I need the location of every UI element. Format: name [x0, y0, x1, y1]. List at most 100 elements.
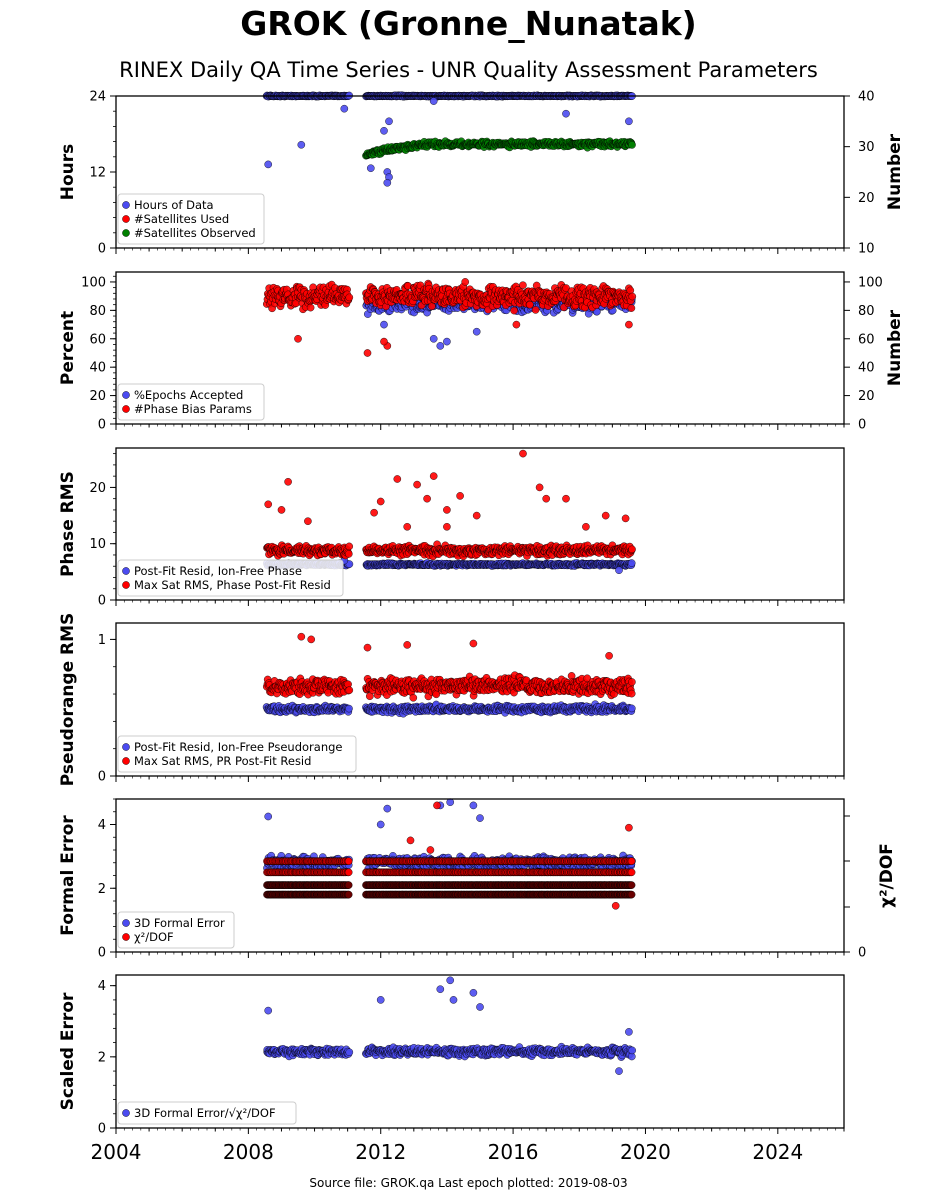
data-point-outlier	[277, 506, 286, 514]
data-point	[461, 278, 470, 286]
data-point-outlier	[380, 127, 388, 135]
data-point-outlier	[413, 480, 421, 489]
data-point	[306, 303, 315, 312]
data-point-outlier	[393, 475, 402, 483]
data-point	[628, 545, 636, 554]
data-point	[345, 293, 354, 302]
data-point-outlier	[376, 497, 385, 506]
data-point	[345, 542, 354, 551]
y-right-tick-label: 40	[858, 361, 875, 376]
legend: %Epochs Accepted#Phase Bias Params	[117, 383, 265, 421]
y-tick-label: 80	[89, 304, 106, 319]
data-point-outlier	[601, 511, 610, 520]
y-tick-label: 20	[89, 389, 106, 404]
data-point-outlier	[429, 97, 438, 105]
legend-marker	[122, 229, 130, 237]
y-right-tick-label: 100	[858, 275, 883, 290]
data-point-outlier	[380, 320, 388, 329]
data-point-outlier	[562, 494, 570, 503]
data-point	[627, 559, 636, 567]
chart-title: GROK (Gronne_Nunatak)	[240, 4, 697, 43]
data-point-outlier	[436, 342, 445, 350]
data-point	[519, 281, 527, 290]
data-point-outlier	[512, 320, 521, 329]
series-max-sat-rms-phase-post-fit-resid	[263, 449, 636, 561]
series-max-sat-rms-pr-post-fit-resid	[262, 632, 636, 702]
y-tick-label: 10	[89, 537, 106, 552]
data-point	[526, 300, 534, 309]
legend-label: %Epochs Accepted	[134, 388, 243, 402]
series-hours-of-data	[262, 91, 636, 187]
data-point-outlier	[429, 334, 438, 343]
series--satellites-observed	[362, 137, 636, 160]
data-point-outlier	[582, 523, 590, 531]
data-point-outlier	[363, 349, 372, 357]
data-point	[531, 306, 540, 314]
chart-subtitle: RINEX Daily QA Time Series - UNR Quality…	[119, 58, 818, 82]
data-point	[628, 292, 637, 301]
y-axis-label: Percent	[58, 311, 78, 385]
data-point-outlier	[625, 320, 633, 329]
y-tick-label: 20	[89, 481, 106, 496]
y-tick-label: 24	[89, 90, 106, 105]
data-point-outlier	[562, 109, 570, 118]
y-tick-label: 12	[89, 166, 106, 181]
legend-label: #Satellites Used	[134, 212, 229, 226]
data-point-outlier	[403, 523, 412, 531]
data-point-outlier	[456, 492, 464, 500]
y-axis-label: Hours	[58, 144, 78, 201]
series--phase-bias-params	[262, 278, 637, 357]
y-right-tick-label: 80	[858, 304, 875, 319]
data-point-outlier	[429, 472, 438, 480]
y-axis-label-right: Number	[885, 133, 905, 210]
data-point-outlier	[366, 164, 375, 172]
data-point-outlier	[542, 494, 551, 503]
data-point-outlier	[380, 337, 388, 346]
legend-marker	[122, 391, 130, 399]
data-point	[628, 141, 636, 149]
legend-marker	[122, 215, 130, 223]
data-point-outlier	[621, 514, 630, 523]
data-point	[409, 694, 418, 702]
y-axis-label: Phase RMS	[58, 471, 78, 577]
data-point-outlier	[443, 506, 451, 514]
data-point	[510, 306, 518, 315]
data-point-outlier	[443, 337, 451, 346]
legend-marker	[122, 405, 130, 413]
y-tick-label: 0	[98, 242, 106, 257]
legend-label: #Satellites Observed	[134, 226, 256, 240]
legend-label: Hours of Data	[134, 198, 214, 212]
data-point-outlier	[625, 117, 633, 126]
data-point	[344, 550, 353, 558]
y-right-tick-label: 10	[858, 242, 875, 257]
data-point-outlier	[423, 494, 431, 503]
y-right-tick-label: 20	[858, 191, 875, 206]
legend-marker	[122, 201, 130, 209]
data-point-outlier	[383, 178, 392, 187]
legend-marker	[122, 567, 130, 575]
legend: Hours of Data#Satellites Used#Satellites…	[117, 193, 265, 245]
y-axis-label-right: Number	[885, 309, 905, 386]
y-tick-label: 60	[89, 332, 106, 347]
data-point-outlier	[284, 477, 292, 486]
data-point	[345, 686, 354, 695]
data-point-outlier	[304, 517, 312, 526]
data-point-outlier	[472, 327, 481, 336]
legend-label: Max Sat RMS, Phase Post-Fit Resid	[134, 578, 331, 592]
y-right-tick-label: 30	[858, 140, 875, 155]
legend-label: Post-Fit Resid, Ion-Free Phase	[134, 564, 302, 578]
data-point-outlier	[385, 117, 393, 126]
series-post-fit-resid-ion-free-pseudorange	[262, 700, 636, 718]
data-point-outlier	[519, 449, 527, 458]
y-tick-label: 0	[98, 594, 106, 609]
legend-marker	[122, 581, 130, 589]
data-point-outlier	[297, 140, 306, 149]
y-right-tick-label: 60	[858, 332, 875, 347]
data-point-outlier	[535, 483, 544, 492]
data-point	[428, 302, 436, 311]
